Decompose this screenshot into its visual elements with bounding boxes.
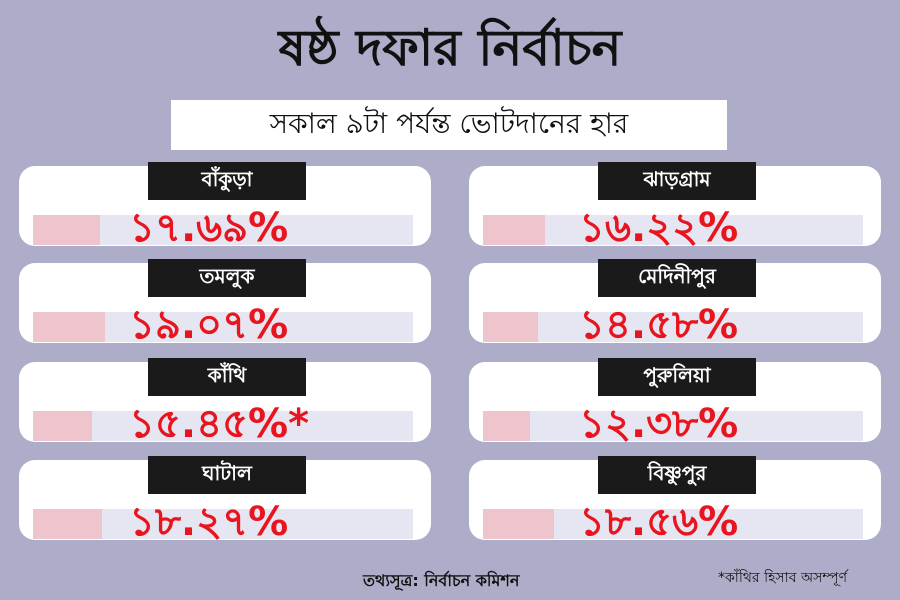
turnout-bar-track [33,411,413,441]
constituency-card: তমলুক ১৯.০৭% [19,259,431,348]
turnout-value: ১৮.২৭% [129,499,289,545]
turnout-bar [33,215,101,245]
turnout-value: ১৫.৪৫%* [129,401,310,447]
constituency-name: মেদিনীপুর [598,259,756,297]
constituency-name: পুরুলিয়া [598,358,756,396]
turnout-bar [483,411,531,441]
turnout-value: ১২.৩৮% [579,401,739,447]
constituency-card: ঘাটাল ১৮.২৭% [19,456,431,545]
constituency-name: ঘাটাল [148,456,306,494]
turnout-bar-track [483,215,863,245]
constituency-name: ঝাড়গ্রাম [598,162,756,200]
turnout-value: ১৮.৫৬% [579,499,739,545]
constituency-card: কাঁথি ১৫.৪৫%* [19,358,431,447]
constituency-card: বাঁকুড়া ১৭.৬৯% [19,162,431,251]
subtitle: সকাল ৯টা পর্যন্ত ভোটদানের হার [269,106,629,140]
turnout-value: ১৭.৬৯% [129,205,289,251]
turnout-bar [483,215,545,245]
constituency-name: কাঁথি [148,358,306,396]
turnout-value: ১৯.০৭% [129,302,289,348]
turnout-bar-track [483,509,863,539]
constituency-card: পুরুলিয়া ১২.৩৮% [469,358,881,447]
constituency-name: বাঁকুড়া [148,162,306,200]
turnout-bar-track [33,215,413,245]
constituency-name: তমলুক [148,259,306,297]
turnout-value: ১৪.৫৮% [579,302,739,348]
turnout-bar [33,509,103,539]
turnout-bar [483,509,554,539]
turnout-bar-track [33,312,413,342]
turnout-value: ১৬.২২% [579,205,739,251]
page-title: ষষ্ঠ দফার নির্বাচন [278,19,622,77]
turnout-bar [33,411,92,441]
constituency-card: মেদিনীপুর ১৪.৫৮% [469,259,881,348]
source-note: তথ্যসূত্র: নির্বাচন কমিশন [363,571,520,590]
constituency-card: বিষ্ণুপুর ১৮.৫৬% [469,456,881,545]
constituency-name: বিষ্ণুপুর [598,456,756,494]
turnout-bar-track [483,411,863,441]
turnout-bar [483,312,539,342]
footnote: *কাঁথির হিসাব অসম্পূর্ণ [718,570,848,586]
turnout-bar-track [33,509,413,539]
turnout-bar-track [483,312,863,342]
turnout-bar [33,312,106,342]
subtitle-box: সকাল ৯টা পর্যন্ত ভোটদানের হার [171,100,727,150]
constituency-card: ঝাড়গ্রাম ১৬.২২% [469,162,881,251]
